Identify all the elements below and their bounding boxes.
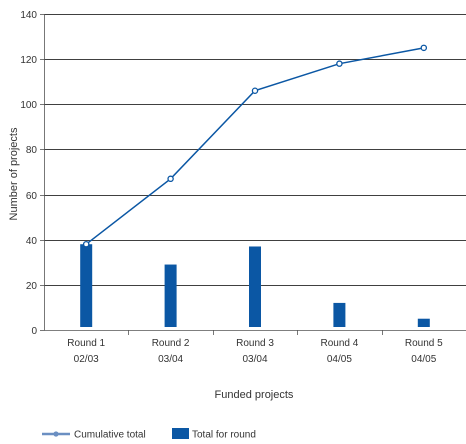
y-tick-label: 140 [20,10,37,21]
bar [333,302,346,327]
x-tick-sublabel: 02/03 [74,354,99,365]
line-point [82,240,90,248]
y-tick-label: 20 [26,281,38,292]
y-tick-label: 40 [26,236,38,247]
legend-item-cumulative: Cumulative total [42,430,146,441]
legend-bar-swatch [172,428,189,439]
y-tick-label: 0 [31,326,37,337]
x-tick-sublabel: 03/04 [242,354,267,365]
line-point [167,175,174,183]
gridlines [44,14,466,286]
y-tick-labels: 0 20 40 60 80 100 120 140 [20,10,37,337]
x-tick-label: Round 3 [236,338,274,349]
legend-label-cumulative: Cumulative total [74,430,146,440]
x-tick-label: Round 1 [67,338,105,349]
line-series [82,44,428,248]
x-tick-sublabel: 04/05 [411,354,436,365]
legend-item-round: Total for round [172,428,256,441]
line-point [251,87,259,94]
x-tick-label: Round 4 [320,338,358,349]
line-point [336,60,343,67]
bar [249,246,261,327]
x-tick-sublabel: 04/05 [327,354,352,365]
bar [80,244,93,327]
legend-label-round: Total for round [192,430,256,440]
axes [40,14,466,335]
x-tick-labels: Round 1 02/03 Round 2 03/04 Round 3 03/04 Roun… [67,338,443,365]
legend-line-marker [53,431,59,437]
y-tick-label: 120 [20,55,37,66]
x-tick-label: Round 2 [152,338,190,349]
x-axis-title: Funded projects [215,389,294,401]
line-point [420,44,428,52]
y-axis-title: Number of projects [8,127,20,220]
x-tick-sublabel: 03/04 [158,354,183,365]
legend: Cumulative total Total for round [42,428,256,441]
bar-series [80,244,430,327]
y-tick-label: 80 [26,145,38,156]
y-tick-label: 100 [20,100,37,111]
x-tick-label: Round 5 [405,338,443,349]
cumulative-line [85,47,424,245]
bar [164,264,177,327]
bar [417,318,430,327]
y-tick-label: 60 [26,191,38,202]
